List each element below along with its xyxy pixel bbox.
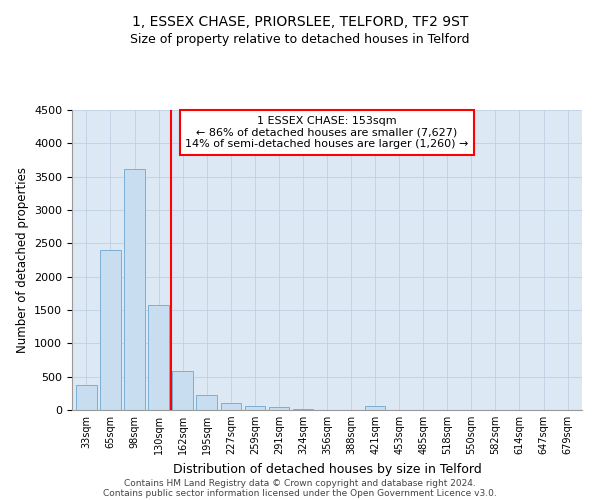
- Bar: [196, 394, 217, 410]
- Bar: [269, 408, 289, 410]
- Text: Contains public sector information licensed under the Open Government Licence v3: Contains public sector information licen…: [103, 488, 497, 498]
- Bar: [365, 406, 385, 410]
- Bar: [124, 168, 145, 410]
- Y-axis label: Number of detached properties: Number of detached properties: [16, 167, 29, 353]
- Text: 1, ESSEX CHASE, PRIORSLEE, TELFORD, TF2 9ST: 1, ESSEX CHASE, PRIORSLEE, TELFORD, TF2 …: [132, 15, 468, 29]
- Bar: [245, 406, 265, 410]
- Text: Contains HM Land Registry data © Crown copyright and database right 2024.: Contains HM Land Registry data © Crown c…: [124, 478, 476, 488]
- Text: Size of property relative to detached houses in Telford: Size of property relative to detached ho…: [130, 32, 470, 46]
- Bar: [100, 250, 121, 410]
- Bar: [221, 403, 241, 410]
- X-axis label: Distribution of detached houses by size in Telford: Distribution of detached houses by size …: [173, 462, 481, 475]
- Bar: [172, 370, 193, 410]
- Bar: [293, 409, 313, 410]
- Bar: [76, 386, 97, 410]
- Text: 1 ESSEX CHASE: 153sqm
← 86% of detached houses are smaller (7,627)
14% of semi-d: 1 ESSEX CHASE: 153sqm ← 86% of detached …: [185, 116, 469, 149]
- Bar: [148, 304, 169, 410]
